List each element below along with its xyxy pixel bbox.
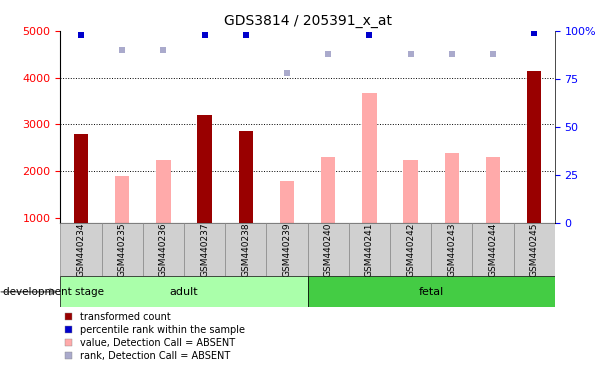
Bar [527,71,541,223]
Bar [74,134,88,223]
Bar [280,180,294,223]
Bar [239,131,253,223]
Bar [101,223,143,276]
Bar [321,157,335,223]
Point [282,70,292,76]
Bar [60,276,308,307]
Bar [472,223,514,276]
Bar [197,115,212,223]
Bar [308,223,349,276]
Legend: transformed count, percentile rank within the sample, value, Detection Call = AB: transformed count, percentile rank withi… [65,312,245,361]
Point [529,30,539,36]
Point [76,31,86,38]
Bar [184,223,225,276]
Bar [431,223,472,276]
Title: GDS3814 / 205391_x_at: GDS3814 / 205391_x_at [224,14,391,28]
Point [200,31,209,38]
Text: GSM440242: GSM440242 [406,222,415,277]
Bar [143,223,184,276]
Text: GSM440236: GSM440236 [159,222,168,277]
Point [117,47,127,53]
Bar [362,93,376,223]
Point [241,31,251,38]
Text: GSM440240: GSM440240 [324,222,333,277]
Text: GSM440237: GSM440237 [200,222,209,277]
Bar [225,223,267,276]
Text: GSM440234: GSM440234 [77,222,86,277]
Bar [390,223,431,276]
Bar [444,154,459,223]
Bar [349,223,390,276]
Text: GSM440245: GSM440245 [529,222,538,277]
Text: GSM440241: GSM440241 [365,222,374,277]
Text: GSM440244: GSM440244 [488,222,497,277]
Point [159,47,168,53]
Bar [156,159,171,223]
Point [488,51,498,57]
Bar [403,159,418,223]
Bar [267,223,308,276]
Bar [486,157,500,223]
Text: GSM440239: GSM440239 [282,222,291,277]
Point [323,51,333,57]
Bar [308,276,555,307]
Text: GSM440238: GSM440238 [241,222,250,277]
Bar [60,223,101,276]
Text: GSM440243: GSM440243 [447,222,456,277]
Text: development stage: development stage [3,287,104,297]
Text: adult: adult [169,287,198,297]
Text: fetal: fetal [418,287,444,297]
Text: GSM440235: GSM440235 [118,222,127,277]
Point [364,31,374,38]
Bar [115,176,129,223]
Point [406,51,415,57]
Point [447,51,456,57]
Bar [514,223,555,276]
